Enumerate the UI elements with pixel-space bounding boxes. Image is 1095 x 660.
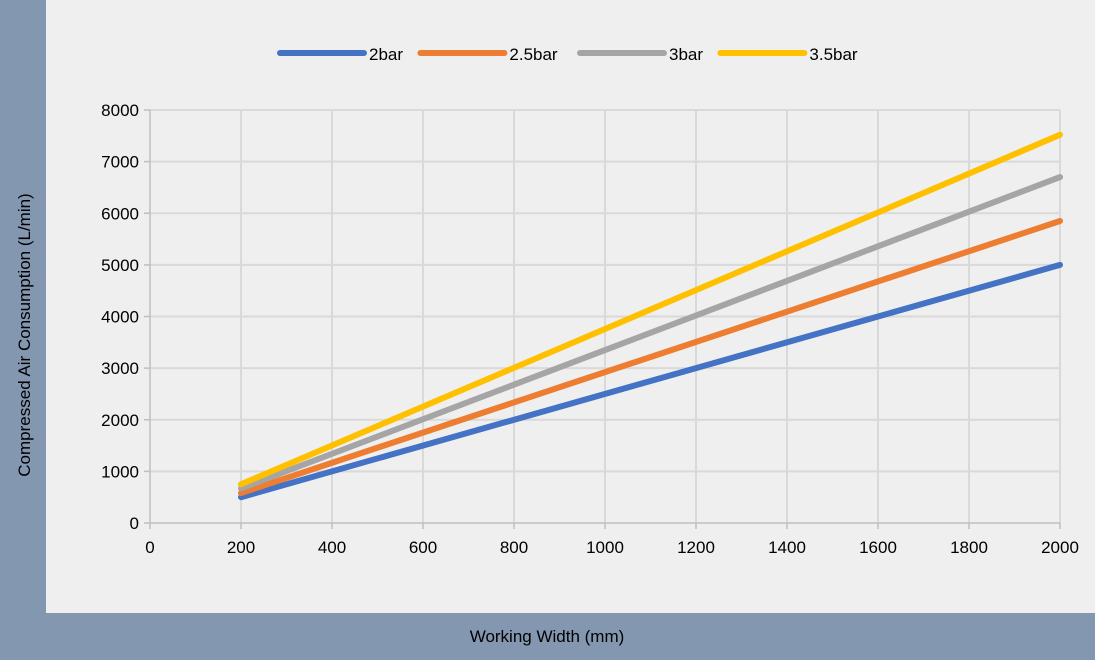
y-tick-label: 7000 xyxy=(101,153,139,172)
x-tick-label: 1200 xyxy=(677,538,715,557)
legend-label: 3.5bar xyxy=(809,45,858,64)
series-line-2bar xyxy=(238,261,1063,501)
series-line-3-5bar xyxy=(238,131,1063,488)
x-tick-label: 400 xyxy=(318,538,346,557)
series-lines xyxy=(238,131,1063,501)
series-line-3bar xyxy=(238,174,1063,492)
gridlines xyxy=(150,109,1061,523)
x-tick-label: 1600 xyxy=(859,538,897,557)
series-line-2-5bar xyxy=(238,217,1063,497)
x-tick-label: 1000 xyxy=(586,538,624,557)
x-tick-label: 800 xyxy=(500,538,528,557)
y-tick-label: 5000 xyxy=(101,256,139,275)
x-tick-label: 200 xyxy=(227,538,255,557)
y-tick-label: 4000 xyxy=(101,308,139,327)
y-tick-label: 3000 xyxy=(101,359,139,378)
y-tick-label: 0 xyxy=(130,514,139,533)
legend: 2bar 2.5bar 3bar 3.5bar xyxy=(277,45,858,64)
axes: 0 1000 2000 3000 4000 5000 6000 7000 8000 0 200 400… xyxy=(101,101,1079,557)
y-tick-label: 2000 xyxy=(101,411,139,430)
y-tick-label: 8000 xyxy=(101,101,139,120)
legend-label: 3bar xyxy=(669,45,703,64)
legend-label: 2bar xyxy=(369,45,403,64)
x-tick-label: 0 xyxy=(145,538,154,557)
y-axis-label: Compressed Air Consumption (L/min) xyxy=(15,193,34,476)
x-axis-label: Working Width (mm) xyxy=(470,627,625,646)
y-tick-label: 1000 xyxy=(101,462,139,481)
x-tick-label: 1400 xyxy=(768,538,806,557)
x-tick-label: 2000 xyxy=(1041,538,1079,557)
y-tick-label: 6000 xyxy=(101,204,139,223)
legend-label: 2.5bar xyxy=(509,45,558,64)
x-tick-label: 1800 xyxy=(950,538,988,557)
x-tick-label: 600 xyxy=(409,538,437,557)
